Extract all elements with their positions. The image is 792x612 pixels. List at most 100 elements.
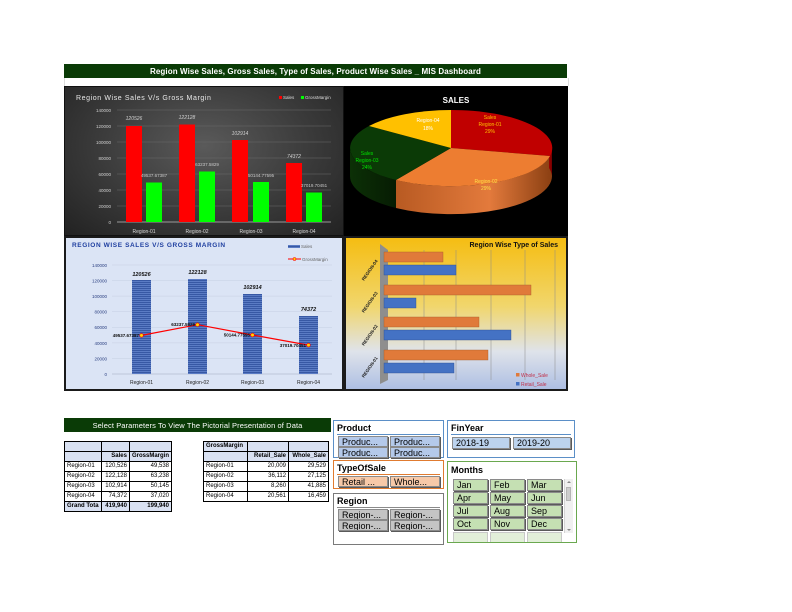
slicer-months-item[interactable]: Jan <box>453 479 488 491</box>
slicer-months-item[interactable]: Jul <box>453 505 488 517</box>
chart3-title: REGION WISE SALES V/S GROSS MARGIN <box>72 242 226 249</box>
slicer-finyear-item[interactable]: 2019-20 <box>513 437 571 449</box>
row-label: Region-01 <box>63 461 103 472</box>
slicer-months-item[interactable]: May <box>490 492 525 504</box>
col-header <box>63 451 103 462</box>
data-label: 74372 <box>301 307 316 313</box>
slicer-months-item[interactable]: Mar <box>527 479 562 491</box>
pie-title: SALES <box>443 96 470 105</box>
data-label: 122128 <box>179 115 196 121</box>
legend-sales-label: Sales <box>301 244 313 249</box>
slicer-months-item[interactable]: Jun <box>527 492 562 504</box>
pie-label: 29% <box>485 129 496 135</box>
y-tick: 80000 <box>94 310 107 315</box>
scroll-thumb[interactable] <box>566 487 571 501</box>
slicer-product-item[interactable]: Produc... <box>338 447 388 458</box>
slicer-months-item[interactable]: Oct <box>453 518 488 530</box>
legend-retail-sale-swatch <box>516 382 520 386</box>
pie-label: Region-04 <box>416 118 439 124</box>
scroll-down-arrow-icon[interactable] <box>567 529 571 531</box>
col-header: Whole_Sale <box>288 451 329 462</box>
pie-label: Sales <box>361 151 374 157</box>
params-title: Select Parameters To View The Pictorial … <box>92 420 303 430</box>
slicer-region[interactable]: Region Region-... Region-... Region-... … <box>333 493 444 545</box>
chart-sales-pie[interactable]: SALES Sales Region-01 29% Region-02 29% … <box>344 86 568 236</box>
slicer-months-item-partial <box>490 532 525 542</box>
cell: 27,125 <box>288 471 329 482</box>
slicer-typeofsale-item[interactable]: Whole... <box>390 476 440 487</box>
scroll-up-arrow-icon[interactable] <box>567 481 571 483</box>
x-label: Region-02 <box>185 229 208 235</box>
slicer-product[interactable]: Product Produc... Produc... Produc... Pr… <box>333 420 444 458</box>
grand-total-row: Grand Tota 419,940 199,940 <box>63 501 173 512</box>
y-tick: 40000 <box>94 341 107 346</box>
table-row: Region-04 74,372 37,020 <box>63 491 173 502</box>
cell: 16,459 <box>288 491 329 502</box>
slicer-months-item[interactable]: Feb <box>490 479 525 491</box>
slicer-months[interactable]: Months Jan Feb Mar Apr May Jun Jul Aug S… <box>447 461 577 543</box>
whole-sale-bars <box>383 251 532 361</box>
y-tick: 120000 <box>92 279 108 284</box>
y-tick: 120000 <box>96 124 112 129</box>
row-label: Region-03 <box>203 481 248 492</box>
pie-label: 24% <box>362 165 373 171</box>
slicer-region-item[interactable]: Region-... <box>390 520 440 531</box>
corner-header: GrossMargin <box>203 441 248 452</box>
cell: 41,885 <box>288 481 329 492</box>
slicer-typeofsale-title: TypeOfSale <box>337 463 386 473</box>
data-label: 102914 <box>243 285 261 291</box>
slicer-region-item[interactable]: Region-... <box>390 509 440 520</box>
row-label: Region-04 <box>203 491 248 502</box>
pie-label: 18% <box>423 126 434 132</box>
y-category: REGION-04 <box>361 258 379 281</box>
table-row: Region-02 122,128 63,238 <box>63 471 173 482</box>
gm-bars <box>146 171 322 222</box>
slicer-typeofsale-item[interactable]: Retail ... <box>338 476 388 487</box>
slicer-months-scrollbar[interactable] <box>564 479 573 533</box>
legend-sales-swatch <box>288 245 300 248</box>
y-tick: 60000 <box>98 172 111 177</box>
x-label: Region-01 <box>130 380 153 386</box>
y-tick: 100000 <box>92 294 108 299</box>
data-label: 50144.77595 <box>224 333 251 338</box>
cell: 419,940 <box>101 501 130 512</box>
data-label: 74372 <box>287 154 301 160</box>
row-label: Region-01 <box>203 461 248 472</box>
pie-label: Region-01 <box>478 122 501 128</box>
cell: 49,538 <box>128 461 173 472</box>
pie-label: Sales <box>484 115 497 121</box>
cell: 199,940 <box>128 501 173 512</box>
legend-whole-sale-label: Whole_Sale <box>521 373 548 379</box>
slicer-typeofsale[interactable]: TypeOfSale Retail ... Whole... <box>333 460 444 489</box>
slicer-months-item[interactable]: Dec <box>527 518 562 530</box>
col-header <box>203 451 248 462</box>
data-label: 50144.77595 <box>248 173 275 178</box>
x-label: Region-03 <box>239 229 262 235</box>
slicer-months-item[interactable]: Apr <box>453 492 488 504</box>
row-label: Grand Tota <box>63 501 103 512</box>
chart-sales-vs-gm-dark[interactable]: Region Wise Sales V/s Gross Margin Sales… <box>64 86 344 236</box>
y-tick: 60000 <box>94 325 107 330</box>
slicer-region-item[interactable]: Region-... <box>338 520 388 531</box>
y-tick: 140000 <box>92 263 108 268</box>
pie-label: Region-02 <box>474 179 497 185</box>
slicer-months-item-partial <box>453 532 488 542</box>
slicer-product-item[interactable]: Produc... <box>390 447 440 458</box>
slicer-region-item[interactable]: Region-... <box>338 509 388 520</box>
table-row: Region-03 8,260 41,885 <box>203 481 329 492</box>
chart-type-of-sales[interactable]: Region Wise Type of Sales REGION-01 REGI… <box>344 236 568 391</box>
slicer-months-item[interactable]: Sep <box>527 505 562 517</box>
chart-sales-vs-gm-combo[interactable]: REGION WISE SALES V/S GROSS MARGIN Sales… <box>64 236 344 391</box>
slicer-finyear[interactable]: FinYear 2018-19 2019-20 <box>447 420 575 458</box>
slicer-product-item[interactable]: Produc... <box>338 436 388 447</box>
slicer-finyear-item[interactable]: 2018-19 <box>452 437 510 449</box>
slicer-months-title: Months <box>451 465 483 475</box>
cell: 50,145 <box>128 481 173 492</box>
slicer-months-item[interactable]: Nov <box>490 518 525 530</box>
table-row: Region-02 36,112 27,125 <box>203 471 329 482</box>
slicer-months-item-partial <box>527 532 562 542</box>
slicer-months-item[interactable]: Aug <box>490 505 525 517</box>
data-label: 120526 <box>132 272 151 278</box>
params-title-banner: Select Parameters To View The Pictorial … <box>64 418 331 432</box>
slicer-product-item[interactable]: Produc... <box>390 436 440 447</box>
